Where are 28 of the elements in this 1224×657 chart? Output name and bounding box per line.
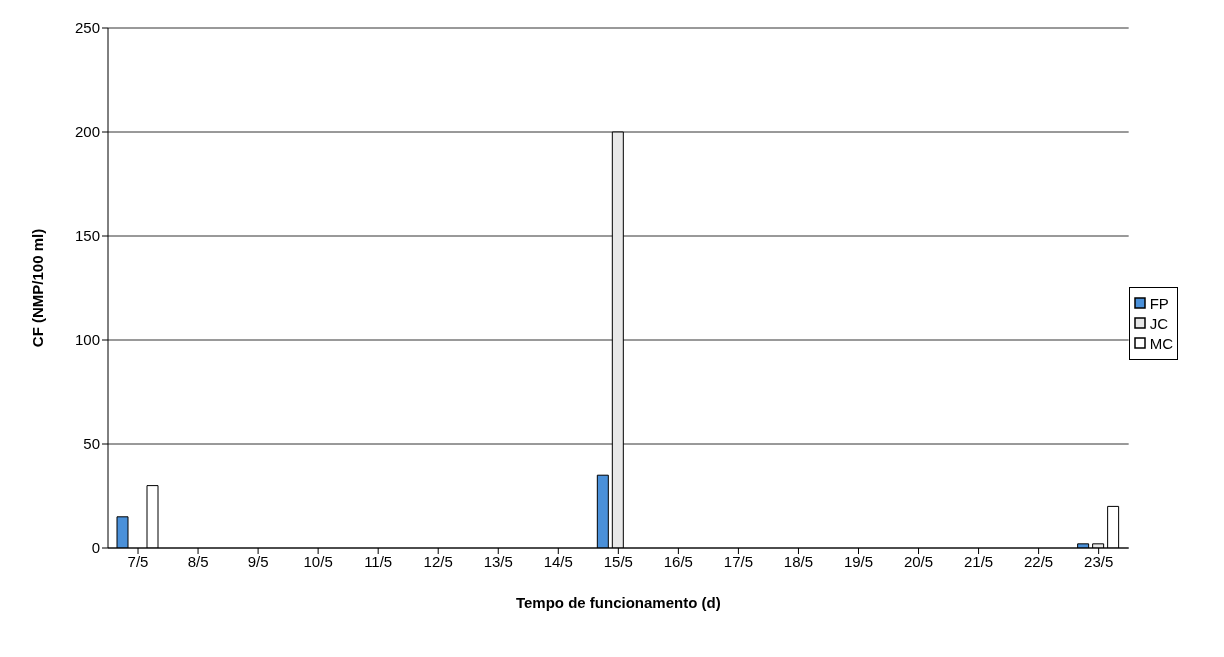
x-tick-label: 21/5 (963, 552, 994, 570)
legend-label: MC (1149, 334, 1173, 352)
x-tick-label: 10/5 (303, 552, 333, 570)
x-axis-title: Tempo de funcionamento (d) (515, 594, 721, 611)
x-tick-label: 13/5 (483, 552, 513, 570)
x-tick-label: 22/5 (1024, 552, 1054, 570)
x-tick-label: 12/5 (423, 552, 453, 570)
x-tick-label: 14/5 (543, 552, 573, 570)
y-tick-label: 100 (74, 331, 100, 349)
y-tick-label: 200 (74, 123, 100, 141)
y-tick-label: 0 (91, 539, 100, 557)
x-tick-label: 23/5 (1084, 552, 1114, 570)
x-tick-label: 17/5 (723, 552, 754, 570)
x-tick-label: 9/5 (247, 552, 269, 570)
legend-label: FP (1149, 294, 1169, 312)
x-tick-label: 8/5 (187, 552, 209, 570)
x-tick-label: 18/5 (783, 552, 814, 570)
legend-label: JC (1149, 314, 1169, 332)
x-tick-label: 16/5 (663, 552, 693, 570)
y-axis-title: CF (NMP/100 ml) (29, 228, 47, 348)
x-tick-label: 11/5 (364, 552, 393, 570)
x-tick-label: 19/5 (843, 552, 874, 570)
x-tick-label: 20/5 (903, 552, 934, 570)
y-tick-label: 250 (74, 19, 100, 37)
x-tick-label: 7/5 (127, 552, 149, 570)
y-tick-label: 150 (74, 227, 100, 245)
x-tick-label: 15/5 (603, 552, 633, 570)
y-tick-label: 50 (83, 435, 100, 453)
